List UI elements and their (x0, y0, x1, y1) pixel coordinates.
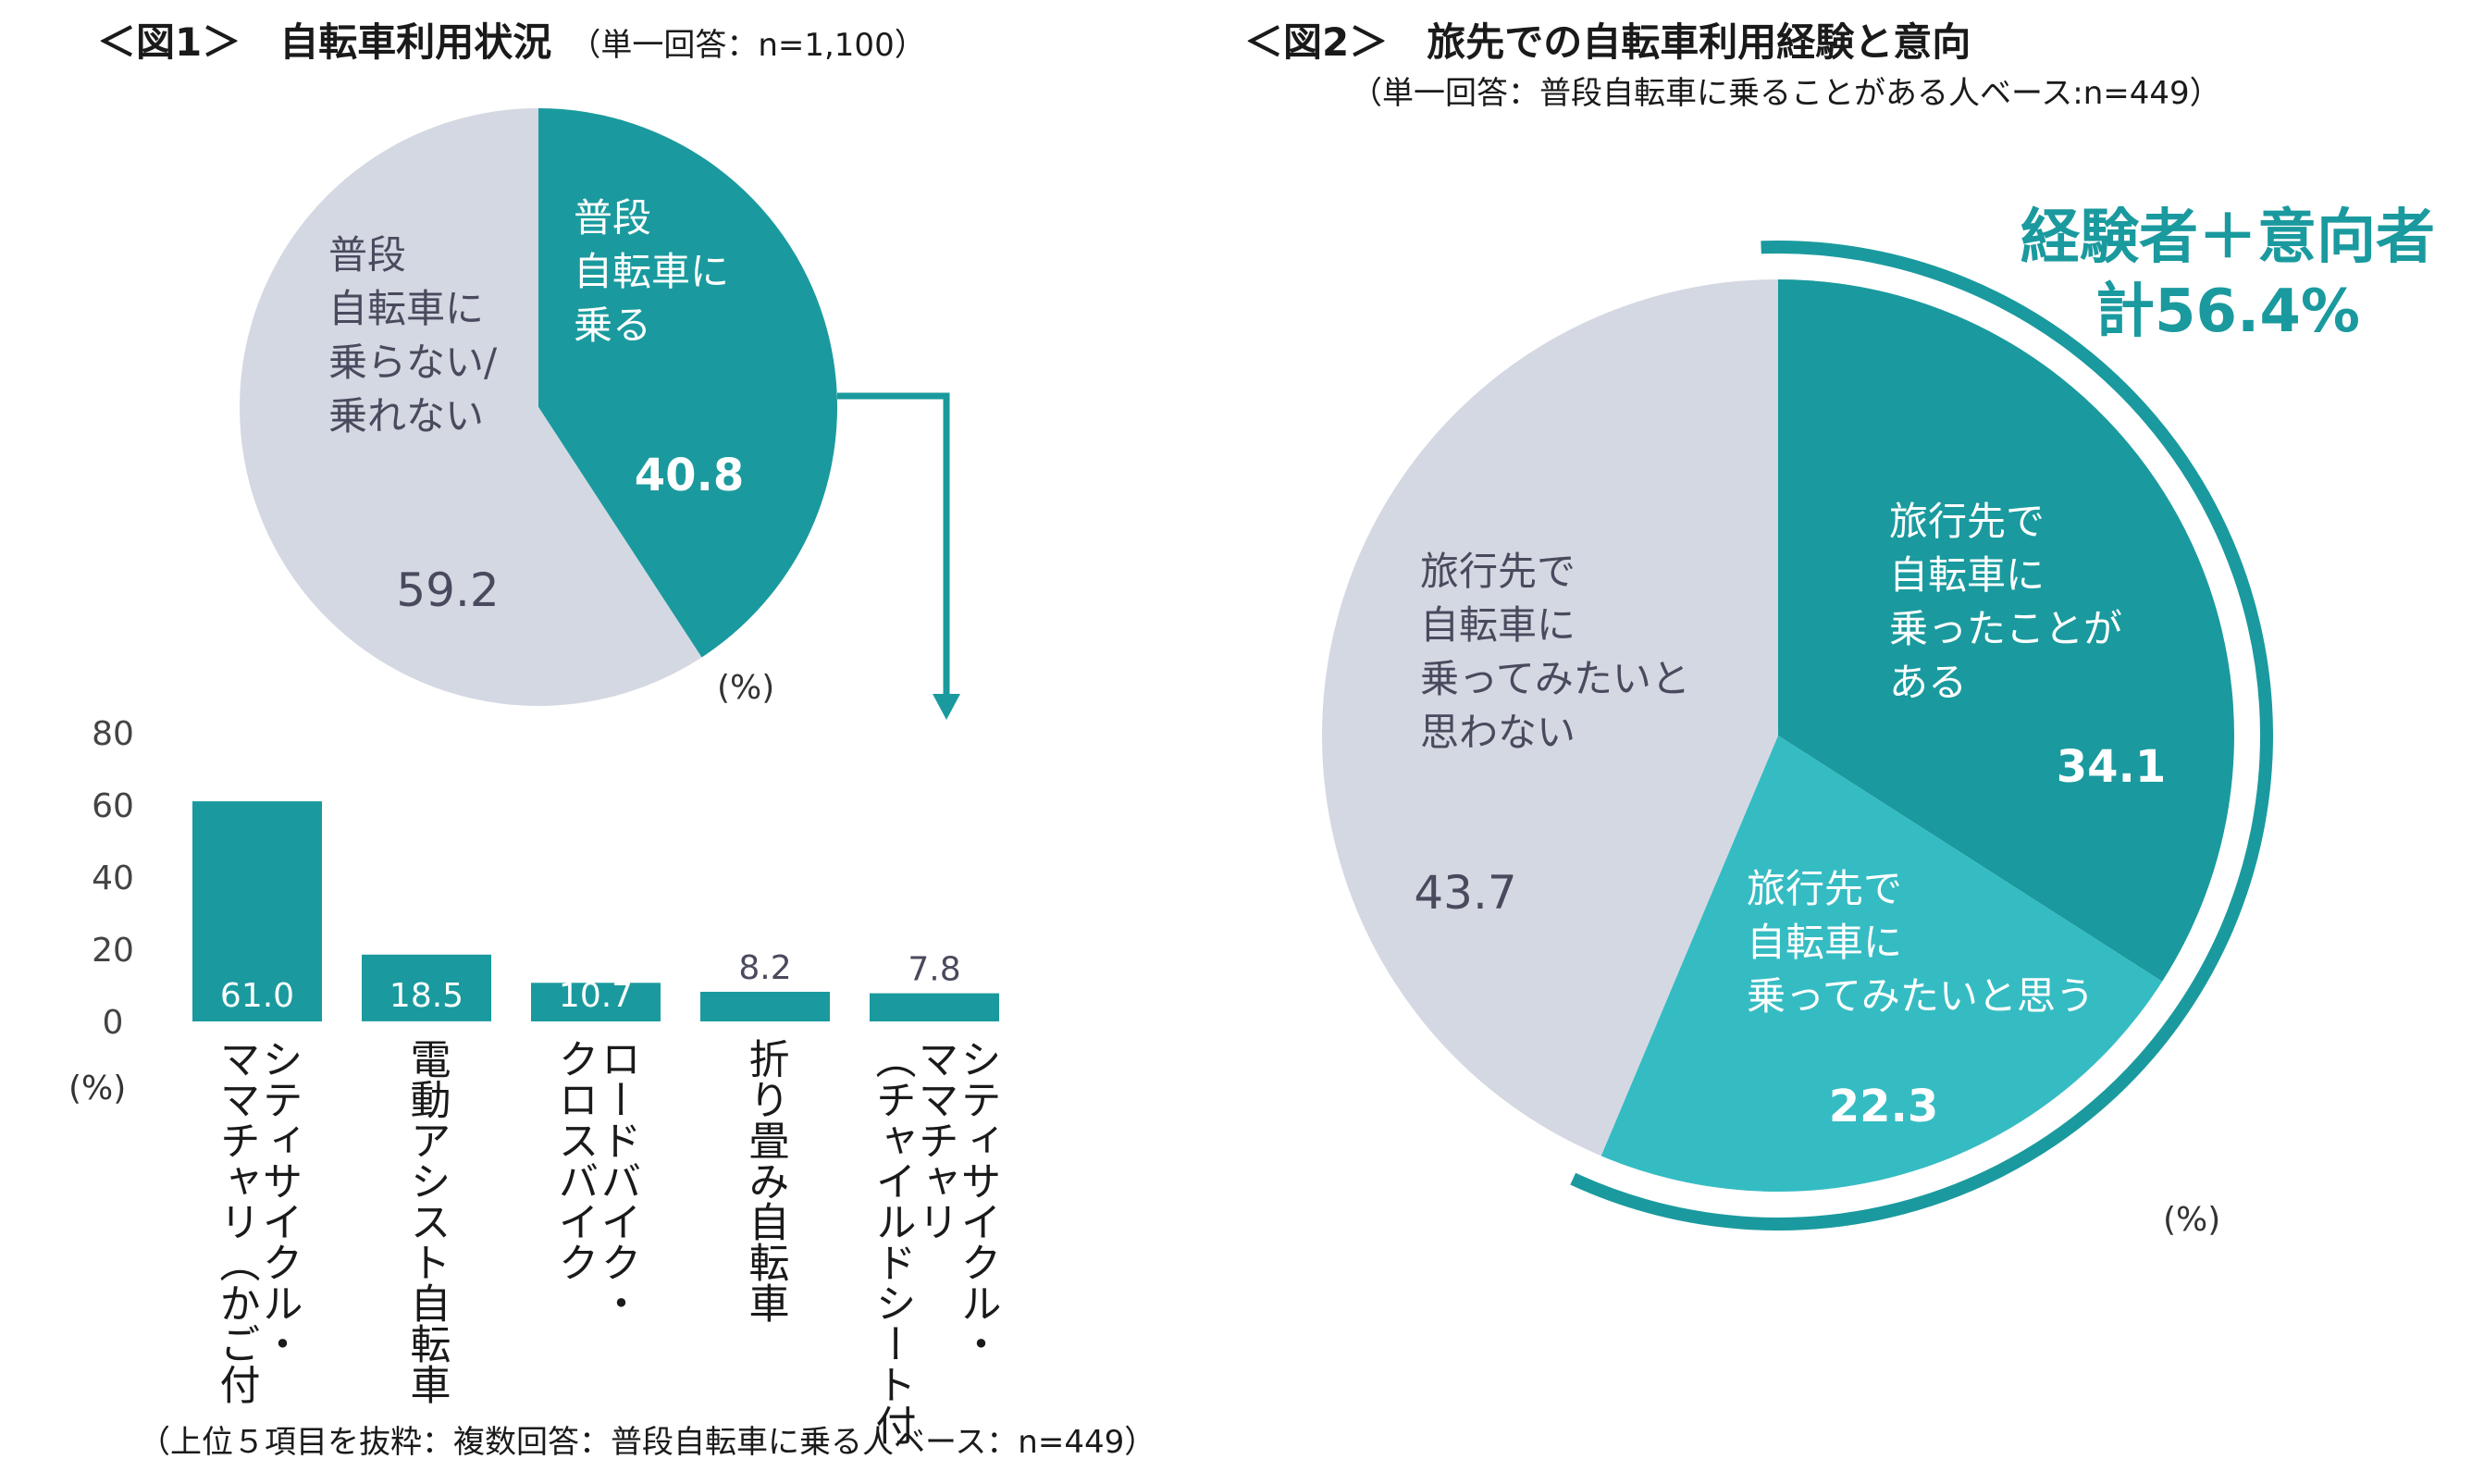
fig2-subtitle: （単一回答：普段自転車に乗ることがある人ベース:n=449） (1351, 75, 2221, 112)
bar-value-label: 10.7 (559, 977, 633, 1015)
fig1-title: ＜図1＞ 自転車利用状況 (97, 19, 551, 65)
pie2-label-not-want: 旅行先で自転車に乗ってみたいと思わない (1420, 549, 1690, 755)
pie2-label-2-line: 乗ってみたいと (1420, 656, 1690, 701)
pie2-slice-experienced (1778, 279, 2235, 982)
bar-unit-label: (%) (68, 1070, 126, 1107)
bar-y-axis: 0 20 40 60 80 (92, 715, 134, 1042)
bar-ytick-label: 80 (92, 715, 134, 753)
bar (531, 983, 661, 1021)
fig2-highlight-line2: 計56.4% (2095, 278, 2360, 346)
fig2-highlight-line1: 経験者＋意向者 (2021, 204, 2435, 272)
bar (362, 954, 491, 1021)
bar-category-label: 電動アシスト自転車 (403, 1038, 451, 1404)
bar-category-labels: シティサイクル・ママチャリ（かご付 電動アシスト自転車 ロードバイク・クロスバイク折… (213, 1038, 1001, 1445)
connector-arrow (837, 392, 960, 720)
bar-value-label: 61.0 (220, 977, 294, 1015)
bar-ytick-label: 60 (92, 787, 134, 825)
pie1-label-1-line: 乗らない/ (328, 340, 498, 385)
pie1-slice-ride (538, 108, 838, 658)
pie2-value-not-want: 43.7 (1414, 866, 1516, 920)
bar-ytick-label: 20 (92, 932, 134, 970)
pie2-label-0-line: ある (1889, 660, 1967, 705)
bar-category-label: ママチャリ（かご付 (213, 1038, 260, 1404)
bar-base-note: （上位５項目を抜粋：複数回答：普段自転車に乗る人ベース：n=449） (139, 1424, 1155, 1461)
pie1-label-0-line: 普段 (574, 195, 651, 241)
pie2-label-1-line: 旅行先で (1747, 866, 1902, 911)
fig1-title-note: （単一回答：n=1,100） (569, 27, 925, 64)
pie1-value-no-ride: 59.2 (396, 563, 499, 617)
pie2-value-want-to: 22.3 (1829, 1081, 1938, 1132)
bar-value-label: 7.8 (908, 951, 960, 989)
bar-chart: 61.0 18.5 10.7 8.2 7.8 (192, 801, 999, 1021)
bar-value-label: 18.5 (389, 977, 463, 1015)
connector-arrowhead (933, 694, 960, 720)
pie1-label-1-line: 乗れない (328, 393, 484, 439)
bar-category-label: クロスバイク (551, 1038, 599, 1282)
bar-category-label: ママチャリ (911, 1038, 958, 1242)
connector-line (837, 392, 950, 694)
pie1-label-1-line: 自転車に (328, 286, 484, 331)
pie2-highlight-arc (1570, 240, 2273, 1230)
pie2-label-0-line: 旅行先で (1889, 499, 2045, 544)
pie1-value-ride: 40.8 (635, 450, 744, 501)
pie1-unit-label: (%) (717, 669, 774, 707)
pie2-label-want-to: 旅行先で自転車に乗ってみたいと思う (1747, 866, 2095, 1019)
pie1-chart (240, 108, 838, 706)
pie2-label-1-line: 自転車に (1747, 920, 1902, 965)
pie2-label-2-line: 思わない (1420, 710, 1576, 755)
pie2-value-experienced: 34.1 (2057, 741, 2166, 793)
bar-category-label: ロードバイク・ (594, 1038, 641, 1323)
pie1-slice-no-ride (240, 108, 702, 706)
pie1-label-ride: 普段自転車に乗る (574, 195, 729, 348)
bar (192, 801, 322, 1021)
pie2-chart (1322, 279, 2235, 1192)
bar (870, 993, 999, 1021)
fig2-title: ＜図2＞ 旅先での自転車利用経験と意向 (1244, 19, 1971, 65)
pie1-label-0-line: 自転車に (574, 249, 729, 294)
bar (700, 992, 830, 1021)
bar-ytick-label: 40 (92, 859, 134, 897)
bar-category-label: 折り畳み自転車 (742, 1038, 789, 1323)
svg-text:＜図1＞ 自転車利用状況 （単一回答：n=1,100: ＜図1＞ 自転車利用状況 （単一回答：n=1,100） (97, 19, 926, 65)
pie2-slice-not-want (1322, 279, 1778, 1156)
pie2-label-0-line: 乗ったことが (1889, 606, 2122, 651)
pie2-label-2-line: 旅行先で (1420, 549, 1576, 594)
bar-category-label: （チャイルドシート付 (869, 1038, 916, 1445)
pie1-label-0-line: 乗る (574, 303, 651, 348)
pie2-label-1-line: 乗ってみたいと思う (1747, 973, 2095, 1019)
pie2-label-2-line: 自転車に (1420, 602, 1576, 648)
pie1-label-no-ride: 普段自転車に乗らない/乗れない (328, 232, 498, 439)
bar-ytick-label: 0 (103, 1004, 124, 1042)
pie2-label-0-line: 自転車に (1889, 552, 2045, 598)
pie1-label-1-line: 普段 (328, 232, 406, 278)
bar-value-label: 8.2 (738, 949, 791, 987)
bar-category-label: シティサイクル・ (255, 1038, 303, 1364)
bar-category-label: シティサイクル・ (954, 1038, 1001, 1364)
pie2-unit-label: (%) (2163, 1201, 2220, 1239)
pie2-label-experienced: 旅行先で自転車に乗ったことがある (1889, 499, 2122, 705)
pie2-slice-want-to (1600, 736, 2163, 1192)
